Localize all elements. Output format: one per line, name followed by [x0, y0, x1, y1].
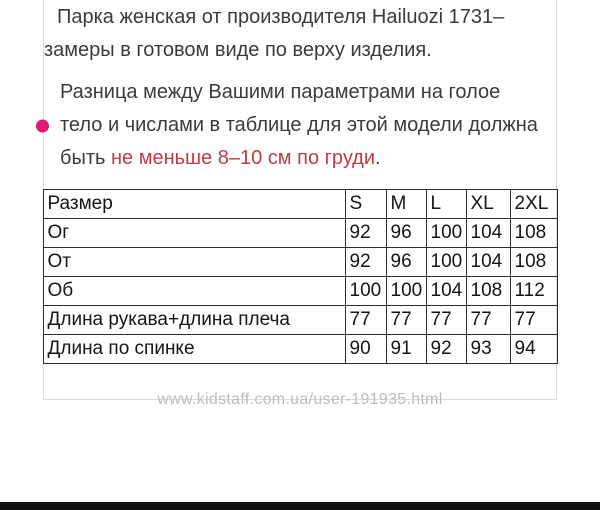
- table-cell: 108: [509, 247, 558, 277]
- row-label: Длина по спинке: [42, 334, 346, 364]
- text-segment: .: [375, 147, 381, 169]
- table-cell: 100: [425, 218, 467, 248]
- table-cell: 92: [344, 218, 387, 248]
- highlighted-text: не меньше 8–10 см по груди: [110, 147, 375, 169]
- col-header-2xl: 2XL: [509, 189, 558, 219]
- table-cell: 77: [465, 305, 511, 335]
- table-cell: 77: [385, 305, 427, 335]
- bottom-bar: [0, 502, 600, 510]
- table-row-back-length: Длина по спинке 90 91 92 93 94: [42, 334, 558, 364]
- paragraph-size-note: Разница между Вашими параметрами на голо…: [36, 76, 556, 175]
- size-table: Размер S M L XL 2XL Ог 92 96 100 104 108…: [42, 189, 558, 364]
- col-header-size: Размер: [42, 189, 346, 219]
- table-cell: 96: [385, 218, 427, 248]
- table-cell: 92: [344, 247, 387, 277]
- product-description-panel: Парка женская от производителя Hailuozi …: [36, 0, 558, 400]
- table-cell: 100: [344, 276, 387, 306]
- table-cell: 77: [344, 305, 387, 335]
- table-cell: 92: [425, 334, 467, 364]
- table-cell: 90: [344, 334, 387, 364]
- table-row-chest: Ог 92 96 100 104 108: [42, 218, 558, 248]
- row-label: От: [42, 247, 346, 277]
- text-line: замеры в готовом виде по верху изделия.: [44, 39, 432, 61]
- table-row-waist: От 92 96 100 104 108: [42, 247, 558, 277]
- col-header-l: L: [425, 189, 467, 219]
- table-cell: 91: [385, 334, 427, 364]
- table-cell: 100: [385, 276, 427, 306]
- text-line: быть не меньше 8–10 см по груди.: [60, 142, 556, 175]
- table-cell: 96: [385, 247, 427, 277]
- size-table-header-row: Размер S M L XL 2XL: [42, 189, 558, 219]
- text-line: тело и числами в таблице для этой модели…: [60, 114, 538, 136]
- table-cell: 93: [465, 334, 511, 364]
- table-cell: 108: [465, 276, 511, 306]
- row-label: Длина рукава+длина плеча: [42, 305, 346, 335]
- text-line: Разница между Вашими параметрами на голо…: [60, 81, 501, 103]
- watermark-url: www.kidstaff.com.ua/user-191935.html: [157, 391, 443, 408]
- table-cell: 77: [425, 305, 467, 335]
- table-cell: 104: [465, 218, 511, 248]
- text-line: Парка женская от производителя Hailuozi …: [57, 6, 505, 28]
- bullet-marker-icon: [36, 119, 49, 132]
- row-label: Ог: [42, 218, 346, 248]
- col-header-xl: XL: [465, 189, 511, 219]
- table-cell: 108: [509, 218, 558, 248]
- col-header-m: M: [385, 189, 427, 219]
- table-cell: 104: [425, 276, 467, 306]
- row-label: Об: [42, 276, 346, 306]
- table-cell: 94: [509, 334, 558, 364]
- paragraph-product-title: Парка женская от производителя Hailuozi …: [44, 0, 556, 67]
- text-segment: быть: [60, 147, 111, 169]
- table-cell: 77: [509, 305, 558, 335]
- table-row-sleeve: Длина рукава+длина плеча 77 77 77 77 77: [42, 305, 558, 335]
- table-cell: 104: [465, 247, 511, 277]
- table-cell: 100: [425, 247, 467, 277]
- table-row-hips: Об 100 100 104 108 112: [42, 276, 558, 306]
- table-cell: 112: [509, 276, 558, 306]
- col-header-s: S: [344, 189, 387, 219]
